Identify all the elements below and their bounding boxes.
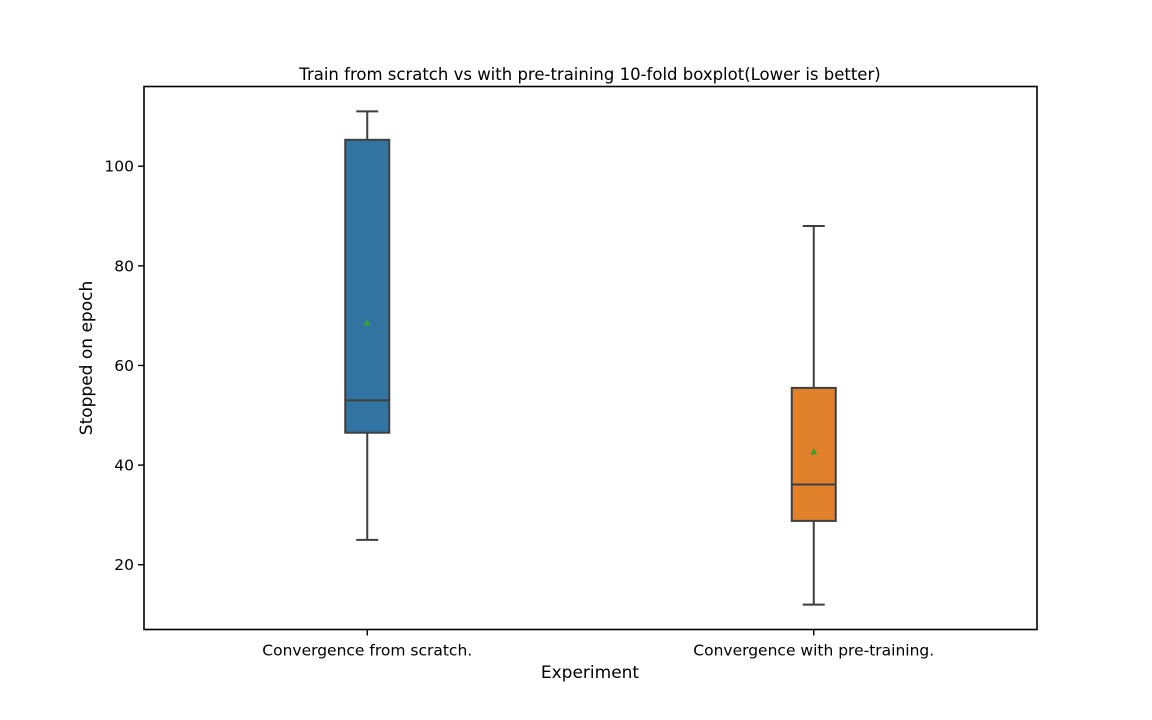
y-tick-label: 100 xyxy=(104,158,134,176)
iqr-box xyxy=(344,138,391,434)
plot-area xyxy=(344,110,837,606)
x-tick-label: Convergence with pre-training. xyxy=(693,642,934,660)
chart-title: Train from scratch vs with pre-training … xyxy=(298,65,880,84)
box-group xyxy=(790,224,837,606)
y-tick-label: 80 xyxy=(114,257,134,275)
x-axis: Convergence from scratch. Convergence wit… xyxy=(262,629,934,660)
y-tick-label: 20 xyxy=(114,556,134,574)
mean-marker xyxy=(810,448,818,455)
mean-marker xyxy=(363,319,371,326)
y-tick-label: 60 xyxy=(114,357,134,375)
y-axis-label: Stopped on epoch xyxy=(77,281,97,435)
box-group xyxy=(344,110,391,541)
x-tick-label: Convergence from scratch. xyxy=(262,642,472,660)
y-axis: 20 40 60 80 100 xyxy=(104,158,144,574)
plot-frame xyxy=(143,85,1038,631)
y-tick-label: 40 xyxy=(114,457,134,475)
x-axis-label: Experiment xyxy=(541,663,640,683)
